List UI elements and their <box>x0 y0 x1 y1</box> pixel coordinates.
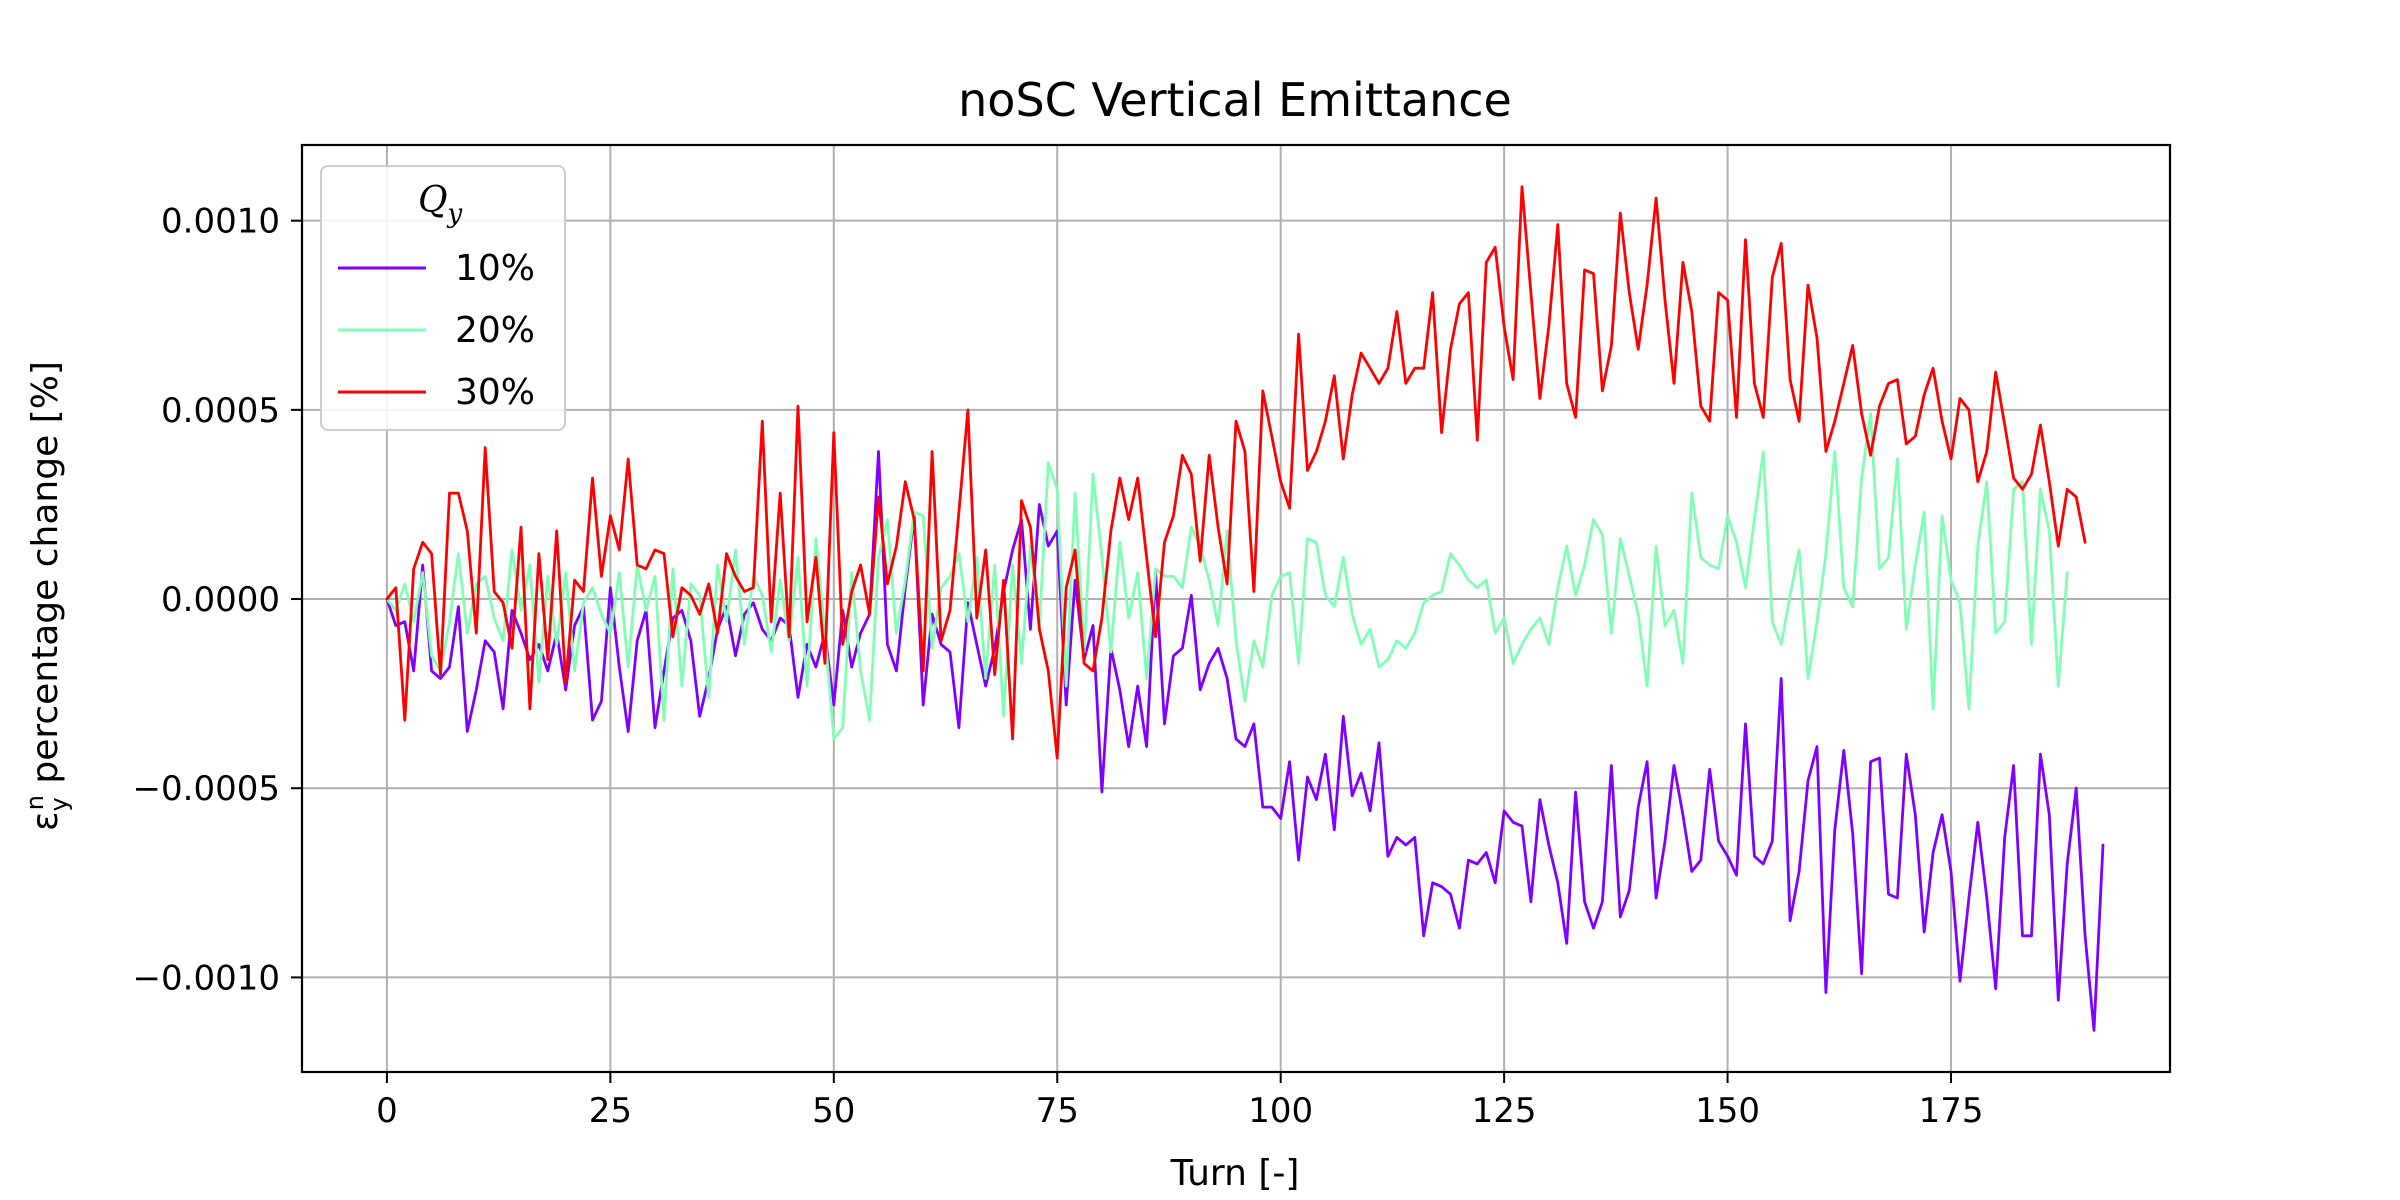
y-axis-title-rest: percentage change [%] <box>25 361 66 795</box>
legend-title: Qy <box>418 180 463 229</box>
legend: Qy 10% 20% 30% <box>320 165 566 431</box>
legend-title-main: Q <box>418 180 448 221</box>
x-tick-label: 125 <box>1472 1091 1537 1131</box>
x-tick-label: 100 <box>1248 1091 1313 1131</box>
legend-label-3: 30% <box>455 372 535 413</box>
y-tick-label: 0.0005 <box>161 391 280 431</box>
y-axis-title-main: ε <box>25 812 66 831</box>
x-tick-label: 50 <box>812 1091 855 1131</box>
legend-box <box>320 165 566 431</box>
axis-ticks: 0 25 50 75 100 125 150 175 0.0010 0.0005 0.0000 −0.… <box>133 202 1984 1131</box>
legend-label-1: 10% <box>455 248 535 289</box>
y-tick-label: 0.0000 <box>161 580 280 620</box>
x-tick-label: 175 <box>1919 1091 1984 1131</box>
x-axis-title: Turn [-] <box>1170 1153 1300 1194</box>
x-tick-label: 25 <box>589 1091 632 1131</box>
legend-label-2: 20% <box>455 310 535 351</box>
y-axis-title-sub: y <box>45 797 73 811</box>
legend-title-sub: y <box>447 199 463 229</box>
y-tick-label: −0.0010 <box>133 958 280 998</box>
series-lines <box>385 185 2105 1032</box>
y-tick-label: 0.0010 <box>161 202 280 242</box>
legend-entries: 10% 20% 30% <box>338 248 535 413</box>
y-tick-label: −0.0005 <box>133 769 280 809</box>
series-line-2 <box>385 412 2069 741</box>
series-line-1 <box>385 450 2105 1032</box>
x-tick-label: 150 <box>1695 1091 1760 1131</box>
x-tick-label: 0 <box>376 1091 398 1131</box>
y-axis-title-sup: n <box>21 795 49 810</box>
plot-frame <box>300 143 2172 1074</box>
chart-title: noSC Vertical Emittance <box>958 73 1512 127</box>
series-line-3 <box>385 185 2087 760</box>
grid <box>302 145 2170 1072</box>
x-tick-label: 75 <box>1036 1091 1079 1131</box>
y-axis-title: εyn percentage change [%] <box>21 361 73 831</box>
